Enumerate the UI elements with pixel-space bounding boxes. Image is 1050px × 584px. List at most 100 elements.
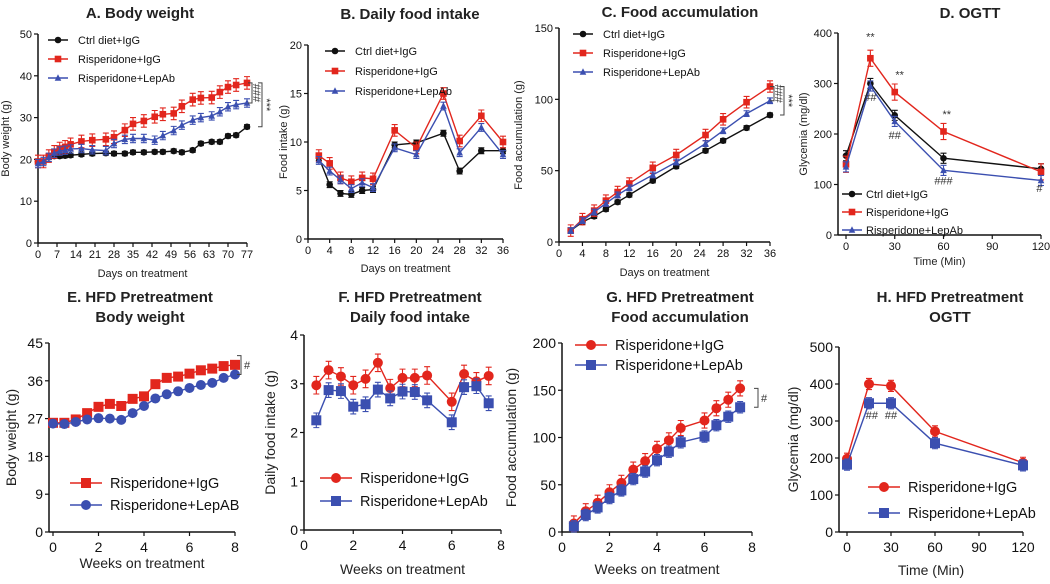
data-point — [675, 437, 686, 448]
x-tick-label: 0 — [556, 248, 562, 260]
data-point — [626, 183, 633, 191]
data-point — [358, 178, 366, 186]
x-tick-label: 0 — [300, 537, 308, 553]
series-risperidone-igg — [311, 353, 494, 412]
data-point — [459, 369, 470, 379]
y-tick-label: 0 — [826, 230, 832, 242]
data-point — [127, 393, 138, 404]
legend-marker — [331, 47, 339, 55]
data-point — [150, 379, 161, 390]
data-point — [140, 134, 148, 142]
legend-marker — [81, 500, 91, 510]
data-point — [397, 372, 408, 383]
significance-label: ## — [885, 410, 898, 422]
legend-label: Risperidone+IgG — [360, 471, 469, 487]
x-tick-label: 0 — [843, 539, 851, 555]
significance-bracket — [248, 82, 253, 104]
legend-marker — [586, 360, 596, 370]
data-point — [397, 386, 408, 397]
legend-marker — [848, 190, 856, 198]
data-point — [940, 166, 947, 174]
x-axis-label: Time (Min) — [898, 562, 964, 578]
data-point — [699, 415, 710, 426]
data-point — [652, 443, 662, 454]
data-point — [50, 149, 58, 156]
data-point — [391, 127, 398, 134]
data-point — [886, 380, 896, 391]
x-tick-label: 30 — [889, 241, 901, 253]
y-tick-label: 0 — [547, 237, 553, 249]
x-tick-label: 6 — [186, 539, 194, 555]
series-risperidone-igg — [842, 377, 1028, 469]
data-point — [413, 150, 420, 158]
data-point — [243, 99, 251, 106]
data-point — [78, 138, 85, 145]
legend-label: Risperidone+IgG — [908, 480, 1017, 496]
data-point — [159, 148, 167, 156]
data-point — [40, 157, 47, 165]
chart-title: H. HFD Pretreatment — [877, 289, 1024, 306]
panel-d: D. OGTT 0 30 60 90 120 0 100 200 300 400 Time (Min)… — [798, 5, 1050, 268]
data-point — [139, 391, 149, 402]
series-risperidone-igg — [842, 49, 1045, 181]
data-point — [232, 81, 240, 89]
data-point — [592, 502, 603, 513]
x-tick-label: 4 — [653, 539, 661, 555]
panel-b: B. Daily food intake 0 4 8 12 16 20 24 28 32 36 0 5 1… — [278, 6, 509, 275]
data-point — [711, 403, 722, 414]
chart-title: Food accumulation — [611, 309, 749, 326]
x-tick-label: 8 — [748, 539, 756, 555]
data-point — [232, 100, 240, 108]
data-point — [224, 132, 232, 140]
data-point — [88, 136, 96, 144]
legend-label: Risperidone+LepAb — [908, 506, 1036, 522]
y-axis-label: Body weight (g) — [0, 100, 12, 176]
y-tick-label: 10 — [20, 196, 32, 208]
x-tick-label: 49 — [165, 249, 177, 261]
data-point — [602, 205, 610, 213]
x-tick-label: 28 — [454, 245, 466, 257]
data-point — [218, 361, 229, 372]
x-tick-label: 4 — [327, 245, 333, 257]
data-point — [102, 146, 110, 154]
y-tick-label: 30 — [20, 113, 32, 125]
chart-title: Body weight — [95, 309, 184, 326]
data-point — [614, 191, 621, 198]
data-point — [207, 363, 218, 374]
data-point — [129, 120, 137, 128]
legend-marker — [331, 87, 339, 94]
data-point — [702, 147, 709, 154]
legend-marker — [586, 340, 596, 350]
x-tick-label: 30 — [883, 539, 899, 555]
significance-bracket — [258, 82, 263, 128]
data-point — [323, 365, 334, 376]
data-point — [224, 102, 232, 110]
data-point — [311, 415, 322, 426]
data-point — [711, 420, 722, 431]
data-point — [842, 459, 852, 470]
data-point — [45, 153, 53, 161]
data-point — [628, 464, 639, 475]
data-point — [121, 126, 129, 134]
x-axis-label: Days on treatment — [620, 267, 710, 279]
data-point — [672, 151, 680, 159]
data-point — [34, 159, 42, 167]
series-risperidone-lepab — [311, 378, 494, 431]
data-point — [743, 124, 750, 132]
series-risperidone-lepab — [567, 96, 774, 234]
data-point — [121, 150, 129, 157]
data-point — [161, 389, 172, 400]
data-point — [195, 380, 206, 390]
data-point — [178, 103, 186, 110]
data-point — [649, 171, 657, 178]
x-tick-label: 4 — [579, 248, 585, 260]
data-point — [230, 359, 240, 370]
data-point — [110, 139, 118, 147]
y-tick-label: 5 — [296, 186, 302, 198]
significance-label: *** — [260, 98, 272, 112]
y-tick-label: 100 — [533, 430, 557, 446]
y-tick-label: 20 — [20, 154, 32, 166]
data-point — [719, 126, 727, 134]
y-tick-label: 0 — [26, 238, 32, 250]
